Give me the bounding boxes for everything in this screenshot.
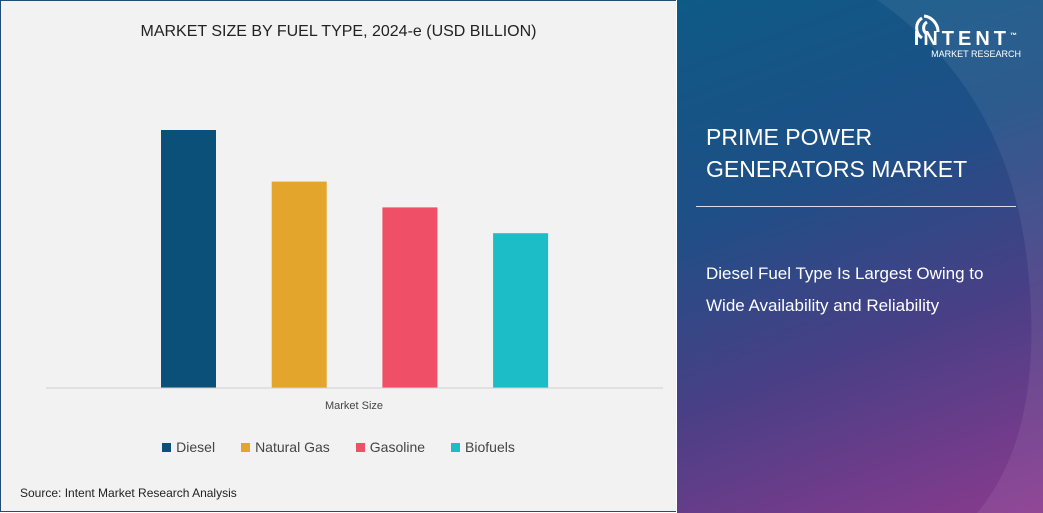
decorative-curve (877, 0, 1043, 513)
report-title: PRIME POWER GENERATORS MARKET (706, 124, 968, 182)
legend-item: Biofuels (451, 439, 515, 455)
legend-swatch (451, 442, 461, 452)
legend-swatch (355, 442, 365, 452)
legend-label: Diesel (176, 439, 216, 455)
bar-diesel (161, 130, 216, 388)
x-axis-label: Market Size (325, 400, 383, 412)
legend-label: Biofuels (465, 439, 515, 455)
bar-natural-gas (271, 181, 327, 388)
legend-swatch (241, 442, 251, 452)
legend-item: Gasoline (355, 439, 426, 455)
divider (696, 206, 1016, 207)
signal-icon (914, 14, 940, 40)
chart-panel: MARKET SIZE BY FUEL TYPE, 2024-e (USD BI… (0, 0, 676, 512)
bar-chart: Market Size (46, 130, 663, 412)
logo-tm: ™ (1010, 32, 1021, 40)
bar-gasoline (382, 207, 438, 388)
legend-label: Natural Gas (255, 439, 330, 455)
legend-item: Natural Gas (241, 439, 330, 455)
chart-title: MARKET SIZE BY FUEL TYPE, 2024-e (USD BI… (140, 23, 537, 40)
legend-swatch (162, 442, 172, 452)
chart-legend: Diesel Natural Gas Gasoline Biofuels (1, 439, 676, 455)
key-insight: Diesel Fuel Type Is Largest Owing to Wid… (706, 264, 984, 315)
info-panel: INTENT™ MARKET RESEARCH PRIME POWER GENE… (677, 0, 1043, 513)
legend-label: Gasoline (369, 439, 426, 455)
logo-subtitle: MARKET RESEARCH (931, 49, 1021, 59)
bar-biofuels (493, 233, 549, 388)
source-note: Source: Intent Market Research Analysis (20, 486, 237, 500)
logo: INTENT™ MARKET RESEARCH (914, 14, 1021, 59)
legend-item: Diesel (162, 439, 215, 455)
logo-brand: INTENT (913, 28, 1010, 50)
